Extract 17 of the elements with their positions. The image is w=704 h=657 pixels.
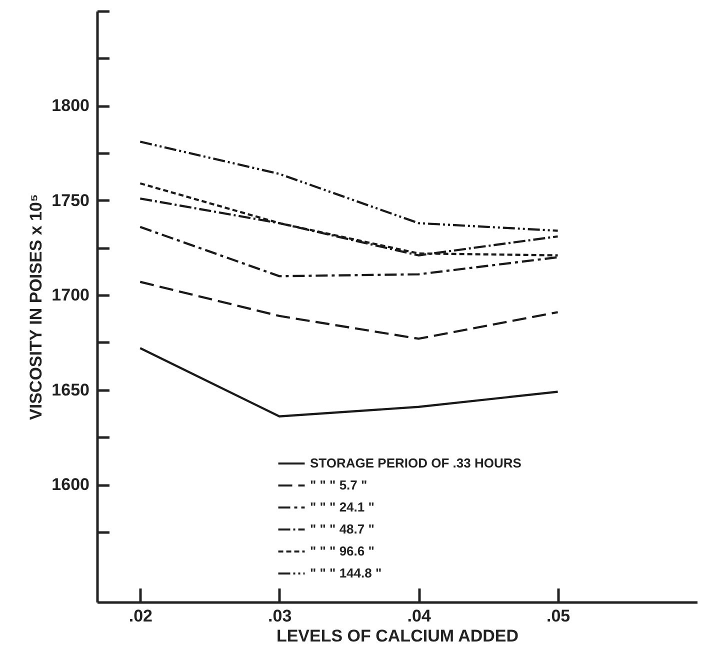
y-tick-label: 1750 bbox=[52, 190, 90, 210]
x-tick-label: .05 bbox=[546, 606, 570, 626]
y-tick-label: 1650 bbox=[52, 380, 90, 400]
x-tick-label: .04 bbox=[407, 606, 432, 626]
y-tick-label: 1700 bbox=[52, 286, 90, 305]
x-tick-label: .02 bbox=[128, 606, 152, 626]
x-tick-label: .03 bbox=[268, 606, 292, 626]
legend-label: " " " 24.1 " bbox=[310, 500, 374, 514]
y-tick-label: 1800 bbox=[52, 96, 90, 116]
x-axis-title: LEVELS OF CALCIUM ADDED bbox=[276, 626, 519, 646]
y-axis-title: VISCOSITY IN POISES x 10⁵ bbox=[26, 194, 46, 420]
legend-label: STORAGE PERIOD OF .33 HOURS bbox=[310, 456, 522, 470]
legend-label: " " " 96.6 " bbox=[310, 544, 374, 558]
legend-label: " " " 5.7 " bbox=[310, 478, 368, 492]
legend-label: " " " 48.7 " bbox=[310, 522, 374, 536]
y-tick-label: 1600 bbox=[52, 475, 90, 494]
legend-label: " " " 144.8 " bbox=[310, 566, 382, 580]
